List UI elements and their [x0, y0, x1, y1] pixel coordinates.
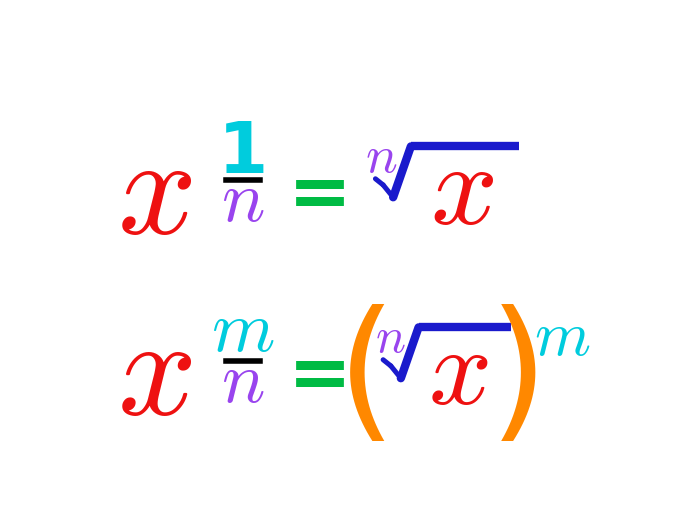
Text: $\mathit{m}$: $\mathit{m}$	[533, 310, 590, 369]
Text: $\mathit{m}$: $\mathit{m}$	[211, 301, 275, 366]
Text: $\mathit{x}$: $\mathit{x}$	[117, 138, 192, 260]
Text: $\mathit{n}$: $\mathit{n}$	[221, 172, 265, 237]
Text: $\mathit{x}$: $\mathit{x}$	[429, 327, 489, 426]
Text: =: =	[288, 159, 352, 233]
Text: ): )	[489, 303, 549, 452]
Text: $\mathit{x}$: $\mathit{x}$	[117, 319, 192, 441]
Text: (: (	[336, 303, 396, 452]
Text: 1: 1	[218, 119, 268, 188]
Text: $\mathit{n}$: $\mathit{n}$	[221, 352, 265, 417]
Text: $\mathit{n}$: $\mathit{n}$	[376, 318, 406, 363]
Text: $\mathit{x}$: $\mathit{x}$	[431, 143, 494, 248]
Text: =: =	[288, 339, 352, 413]
Text: $\mathit{n}$: $\mathit{n}$	[365, 135, 398, 184]
